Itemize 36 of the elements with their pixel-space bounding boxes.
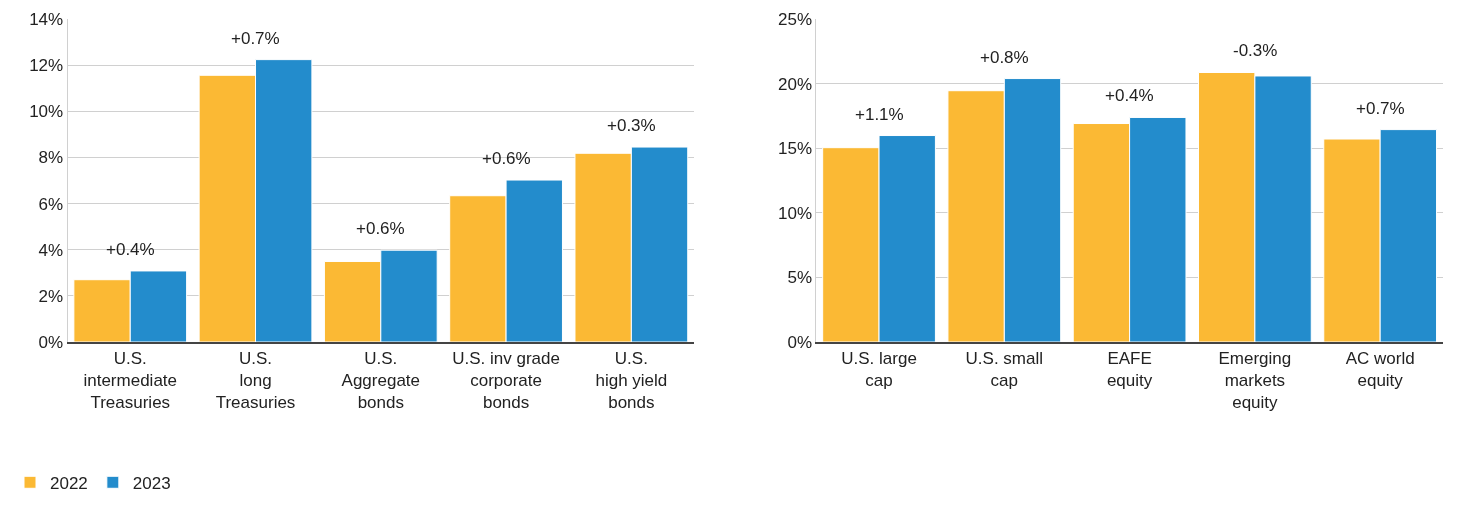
y-tick-label: 5% (787, 268, 812, 288)
legend-label: 2022 (50, 473, 88, 493)
x-tick-label: U.S. large cap (841, 349, 917, 391)
y-tick-label: 15% (777, 139, 812, 159)
annotation: +0.4% (106, 240, 155, 259)
y-tick-label: 14% (29, 9, 64, 29)
annotation: +0.8% (980, 48, 1029, 67)
annotation: +1.1% (855, 105, 904, 124)
annotation: -0.3% (1233, 41, 1278, 60)
y-tick-label: 10% (29, 102, 64, 122)
x-tick-label: U.S. intermediate Treasuries (83, 349, 178, 413)
y-tick-label: 20% (777, 74, 812, 94)
x-tick-label: EAFE equity (1106, 349, 1153, 391)
x-tick-label: U.S. Aggregate bonds (341, 349, 421, 413)
y-tick-label: 25% (777, 9, 812, 29)
annotation: +0.7% (1356, 99, 1405, 118)
legend-label: 2023 (132, 473, 171, 493)
y-tick-label: 8% (38, 148, 64, 168)
y-tick-label: 0% (787, 332, 812, 352)
y-tick-label: 6% (38, 194, 64, 214)
x-tick-label: Emerging markets equity (1218, 349, 1292, 413)
y-tick-label: 12% (29, 56, 64, 76)
x-tick-label: U.S. inv grade corporate bonds (452, 349, 560, 413)
annotation: +0.7% (231, 29, 280, 48)
annotation: +0.6% (356, 219, 405, 238)
x-tick-label: U.S. small cap (965, 349, 1044, 391)
y-tick-label: 10% (777, 203, 812, 223)
x-tick-label: U.S. high yield bonds (595, 349, 668, 413)
y-tick-label: 2% (38, 286, 64, 306)
x-tick-label: U.S. long Treasuries (215, 349, 296, 413)
annotation: +0.3% (607, 116, 656, 135)
x-tick-label: AC world equity (1345, 349, 1415, 391)
y-tick-label: 4% (38, 240, 64, 260)
annotation: +0.4% (1105, 86, 1154, 105)
annotation: +0.6% (482, 149, 531, 168)
y-tick-label: 0% (38, 332, 64, 352)
